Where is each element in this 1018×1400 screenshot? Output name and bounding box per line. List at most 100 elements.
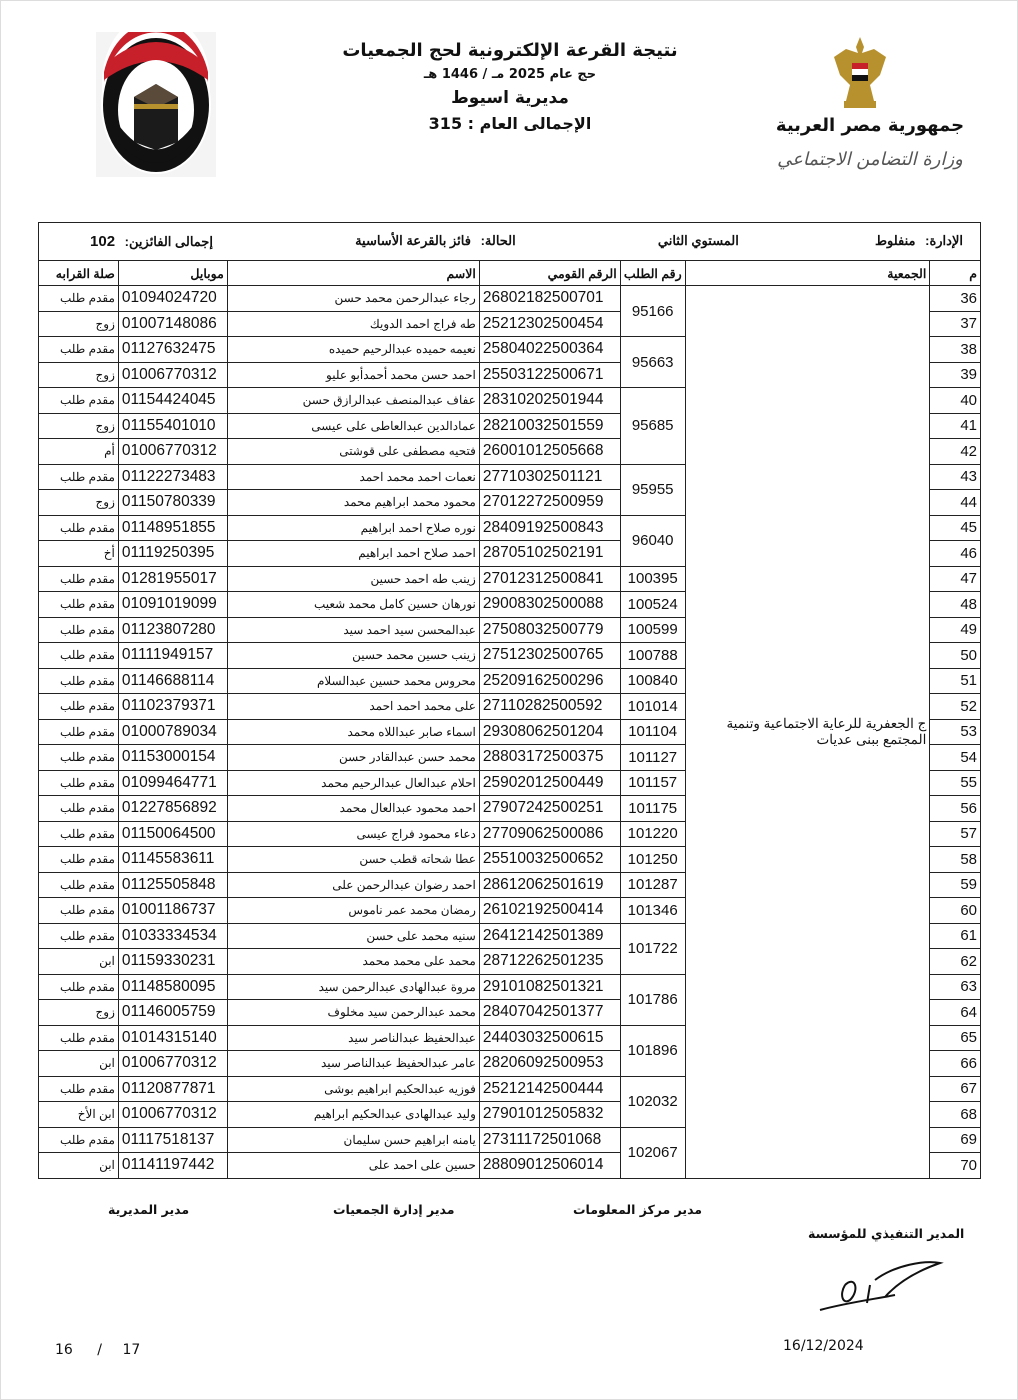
person-name: احمد صلاح احمد ابراهيم: [226, 540, 480, 567]
relation: مقدم طلب: [38, 642, 119, 669]
table-row: 46 28705102502191 احمد صلاح احمد ابراهيم 01…: [38, 540, 981, 567]
table-row: 65 101896 24403032500615 عبدالحفيظ عبدالناص…: [38, 1024, 981, 1077]
person-name: نوره صلاح احمد ابراهيم: [226, 514, 480, 541]
page-number: 16 / 17: [55, 1342, 140, 1358]
mobile-number: 01148951855: [117, 514, 228, 541]
relation: مقدم طلب: [38, 871, 119, 898]
table-row: 50 100788 27512302500765 زينب حسين محمد حسي…: [38, 642, 981, 669]
person-name: احلام عبدالعال عبدالرحيم محمد: [226, 769, 480, 796]
national-id: 27311172501068: [478, 1126, 621, 1153]
directorate-manager-label: مدير المديرية: [108, 1202, 190, 1217]
person-name: زينب حسين محمد حسين: [226, 642, 480, 669]
person-name: مروة عبدالهادى عبدالرحمن سيد: [226, 973, 480, 1000]
national-id: 26001012505668: [478, 438, 621, 465]
request-number: 100599: [619, 616, 686, 643]
table-row: 67 102032 25212142500444 فوزيه عبدالحكيم اب…: [38, 1075, 981, 1128]
winners-table: الإدارة: منفلوط المستوي الثاني الحالة: ف…: [38, 222, 981, 1179]
table-row: 38 95663 25804022500364 نعيمه حميده عبدالرح…: [38, 336, 981, 388]
relation: زوج: [38, 999, 119, 1026]
person-name: حسين على احمد على: [226, 1152, 480, 1179]
mobile-number: 01006770312: [117, 361, 228, 388]
col-national-id: الرقم القومي: [478, 260, 621, 286]
relation: مقدم طلب: [38, 693, 119, 720]
national-id: 25902012500449: [478, 769, 621, 796]
table-row: 45 96040 28409192500843 نوره صلاح احمد ابرا…: [38, 514, 981, 567]
request-number: 101287: [619, 871, 686, 898]
row-index: 63: [929, 973, 981, 1000]
national-id: 25503122500671: [478, 361, 621, 388]
relation: مقدم طلب: [38, 744, 119, 771]
table-row: 60 101346 26102192500414 رمضان محمد عمر نام…: [38, 897, 981, 924]
relation: مقدم طلب: [38, 514, 119, 541]
relation: مقدم طلب: [38, 922, 119, 949]
row-index: 42: [929, 438, 981, 465]
hajj-logo: [96, 32, 216, 177]
mobile-number: 01145583611: [117, 846, 228, 873]
row-index: 37: [929, 310, 981, 337]
row-index: 46: [929, 540, 981, 567]
table-row: 53 101104 29308062501204 اسماء صابر عبداللا…: [38, 718, 981, 745]
national-id: 28407042501377: [478, 999, 621, 1026]
table-row: 70 28809012506014 حسين على احمد على 0114119…: [38, 1152, 981, 1179]
person-name: احمد رضوان عبدالرحمن على: [226, 871, 480, 898]
person-name: اسماء صابر عبداللاه محمد: [226, 718, 480, 745]
row-index: 57: [929, 820, 981, 847]
col-index: م: [929, 260, 981, 286]
table-row: 54 101127 28803172500375 محمد حسن عبدالقادر…: [38, 744, 981, 771]
mobile-number: 01281955017: [117, 565, 228, 592]
mobile-number: 01094024720: [117, 285, 228, 312]
mobile-number: 01150064500: [117, 820, 228, 847]
national-id: 27901012505832: [478, 1101, 621, 1128]
mobile-number: 01154424045: [117, 387, 228, 414]
national-id: 27512302500765: [478, 642, 621, 669]
person-name: نعمات احمد محمد احمد: [226, 463, 480, 490]
request-number: 96040: [619, 514, 686, 567]
relation: مقدم طلب: [38, 1126, 119, 1153]
document-date: 16/12/2024: [783, 1338, 864, 1354]
person-name: يامنه ابراهيم حسن سليمان: [226, 1126, 480, 1153]
status-value: فائز بالقرعة الأساسية: [355, 233, 471, 248]
person-name: وليد عبدالهادى عبدالحكيم ابراهيم: [226, 1101, 480, 1128]
national-id: 26802182500701: [478, 285, 621, 312]
request-number: 101104: [619, 718, 686, 745]
relation: زوج: [38, 489, 119, 516]
national-id: 25804022500364: [478, 336, 621, 363]
person-name: رجاء عبدالرحمن محمد حسن: [226, 285, 480, 312]
page-separator: /: [97, 1342, 102, 1358]
relation: زوج: [38, 310, 119, 337]
grand-total: الإجمالى العام : 315: [428, 114, 592, 133]
mobile-number: 01006770312: [117, 1101, 228, 1128]
national-id: 27508032500779: [478, 616, 621, 643]
relation: مقدم طلب: [38, 820, 119, 847]
mobile-number: 01033334534: [117, 922, 228, 949]
table-row: 58 101250 25510032500652 عطا شحاته قطب حسن 0…: [38, 846, 981, 873]
row-index: 49: [929, 616, 981, 643]
row-index: 65: [929, 1024, 981, 1051]
row-index: 55: [929, 769, 981, 796]
table-row: 40 95685 28310202501944 عفاف عبدالمنصف عبدا…: [38, 387, 981, 465]
person-name: عطا شحاته قطب حسن: [226, 846, 480, 873]
table-row: 62 28712262501235 محمد على محمد محمد 011593…: [38, 948, 981, 975]
mobile-number: 01099464771: [117, 769, 228, 796]
association-name: ج الجعفرية للرعاية الاجتماعية وتنمية الم…: [684, 285, 931, 1179]
row-index: 47: [929, 565, 981, 592]
row-index: 44: [929, 489, 981, 516]
person-name: نعيمه حميده عبدالرحيم حميده: [226, 336, 480, 363]
request-number: 95663: [619, 336, 686, 388]
request-number: 101786: [619, 973, 686, 1026]
national-id: 25510032500652: [478, 846, 621, 873]
mobile-number: 01150780339: [117, 489, 228, 516]
row-index: 40: [929, 387, 981, 414]
mobile-number: 01006770312: [117, 438, 228, 465]
mobile-number: 01146688114: [117, 667, 228, 694]
relation: أخ: [38, 540, 119, 567]
national-id: 26412142501389: [478, 922, 621, 949]
request-number: 101896: [619, 1024, 686, 1077]
person-name: عمادالدين عبدالعاطى على عيسى: [226, 412, 480, 439]
relation: مقدم طلب: [38, 795, 119, 822]
table-row: 69 102067 27311172501068 يامنه ابراهيم حسن …: [38, 1126, 981, 1179]
person-name: طه فراج احمد الدويك: [226, 310, 480, 337]
request-number: 95955: [619, 463, 686, 516]
request-number: 95685: [619, 387, 686, 465]
table-row: 57 101220 27709062500086 دعاء محمود فراج عي…: [38, 820, 981, 847]
